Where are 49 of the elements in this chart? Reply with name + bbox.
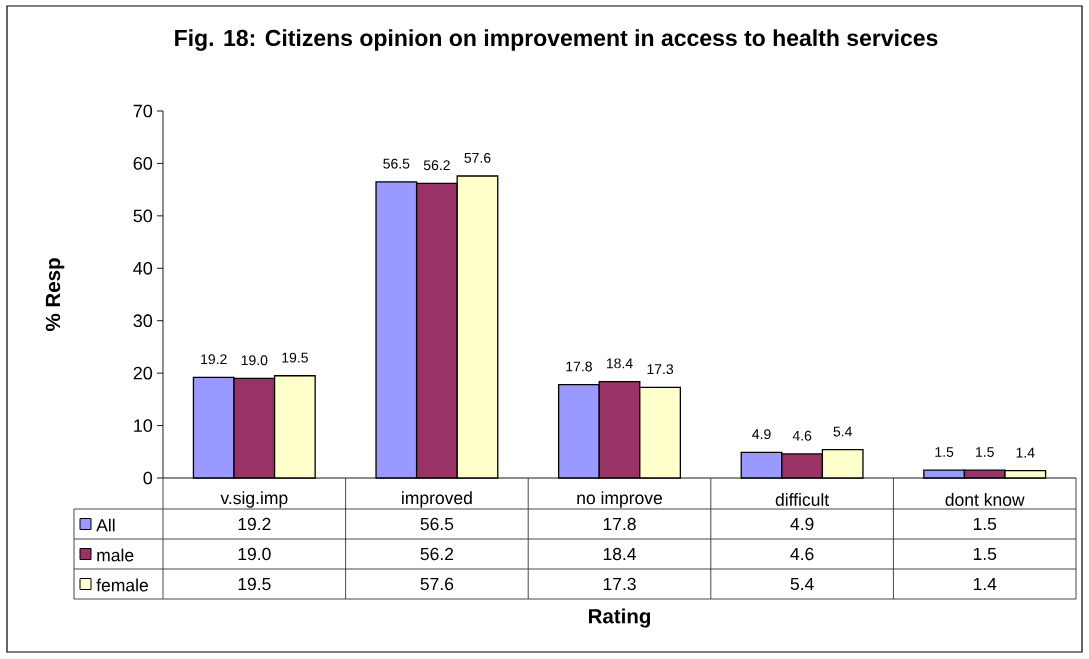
text: 56.2: [423, 160, 450, 171]
data-label: 18.4: [603, 547, 637, 561]
y-tick-label: 10: [134, 419, 153, 432]
text: 5.4: [833, 426, 853, 437]
data-label: 19.2: [238, 517, 271, 531]
x-axis-title: Rating: [588, 608, 651, 628]
text: 17.3: [647, 364, 674, 375]
data-label: 19.0: [238, 547, 271, 561]
x-tick-label: dont know: [945, 493, 1025, 506]
text: 56.5: [383, 158, 410, 169]
text: 1.5: [976, 447, 994, 457]
text: 18.4: [606, 358, 633, 369]
y-tick-label: 0: [143, 471, 153, 485]
text: 17.8: [566, 361, 592, 372]
data-label: 5.4: [790, 577, 814, 591]
text: 19.0: [241, 355, 268, 366]
x-tick-label: no improve: [577, 491, 662, 508]
text: 1.4: [1016, 447, 1035, 458]
x-tick-label: v.sig.imp: [220, 491, 288, 508]
text: 19.5: [282, 352, 308, 363]
data-label: 56.5: [420, 517, 454, 531]
y-tick-label: 30: [133, 314, 153, 328]
text: 19.2: [201, 354, 227, 365]
data-label: 17.3: [603, 577, 636, 591]
y-tick-label: 60: [133, 157, 153, 170]
data-label: 17.8: [603, 517, 636, 531]
chart-title: Fig. 18: Citizens opinion on improvement in access to health services: [175, 29, 938, 51]
y-tick-label: 70: [133, 104, 153, 118]
text: 57.6: [464, 152, 491, 163]
data-label: 56.2: [420, 547, 454, 561]
y-tick-label: 40: [133, 261, 153, 275]
legend-label: female: [96, 578, 148, 592]
y-axis-title: % Resp: [45, 258, 65, 332]
data-label: 1.5: [973, 547, 997, 561]
data-label: 1.4: [973, 577, 997, 591]
data-label: 57.6: [420, 577, 454, 591]
data-label: 19.5: [238, 577, 271, 591]
legend-label: All: [96, 518, 115, 532]
y-tick-label: 50: [133, 209, 153, 223]
legend-label: male: [97, 548, 134, 562]
data-label: 4.6: [790, 547, 814, 561]
data-label: 1.5: [973, 517, 997, 531]
x-tick-label: improved: [402, 491, 472, 508]
text: 4.9: [752, 429, 771, 440]
data-label: 4.9: [790, 517, 814, 531]
x-tick-label: difficult: [775, 493, 830, 506]
text: 1.5: [935, 447, 954, 457]
y-tick-label: 20: [133, 366, 153, 380]
text: 4.6: [792, 430, 812, 441]
